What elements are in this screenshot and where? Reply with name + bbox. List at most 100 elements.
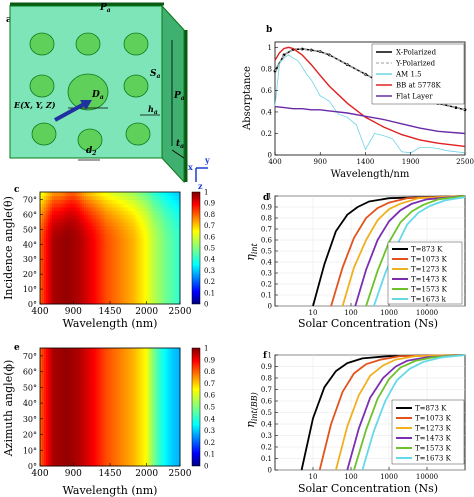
heatmap-cell <box>48 233 51 238</box>
heatmap-cell <box>142 458 145 463</box>
heatmap-cell <box>152 210 155 215</box>
heatmap-cell <box>132 383 135 388</box>
heatmap-cell <box>164 266 167 271</box>
heatmap-cell <box>106 248 109 253</box>
heatmap-cell <box>86 225 89 230</box>
heatmap-cell <box>140 244 143 249</box>
heatmap-cell <box>46 229 49 234</box>
heatmap-cell <box>56 450 59 455</box>
heatmap-cell <box>146 403 149 408</box>
heatmap-cell <box>100 244 103 249</box>
heatmap-cell <box>52 351 55 357</box>
heatmap-cell <box>170 259 173 264</box>
heatmap-cell <box>94 371 97 377</box>
heatmap-cell <box>88 410 91 416</box>
heatmap-cell <box>166 251 169 256</box>
heatmap-cell <box>78 240 81 245</box>
heatmap-cell <box>166 248 169 253</box>
heatmap-cell <box>90 233 93 238</box>
heatmap-cell <box>132 195 135 200</box>
heatmap-cell <box>100 371 103 377</box>
heatmap-cell <box>140 442 143 447</box>
heatmap-cell <box>80 355 83 361</box>
heatmap-cell <box>72 414 75 420</box>
heatmap-cell <box>168 375 171 380</box>
heatmap-cell <box>60 192 63 197</box>
heatmap-cell <box>140 274 143 279</box>
heatmap-cell <box>136 240 139 245</box>
heatmap-cell <box>54 292 57 298</box>
heatmap-cell <box>40 274 43 279</box>
heatmap-cell <box>118 281 121 286</box>
heatmap-cell <box>140 414 143 420</box>
heatmap-cell <box>148 359 151 365</box>
heatmap-cell <box>112 450 115 455</box>
heatmap-cell <box>88 379 91 384</box>
heatmap-cell <box>170 274 173 279</box>
heatmap-cell <box>112 225 115 230</box>
heatmap-cell <box>138 395 141 400</box>
heatmap-cell <box>106 359 109 365</box>
y-tick-label: 50° <box>23 383 37 392</box>
heatmap-cell <box>178 379 181 384</box>
heatmap-cell <box>42 379 45 384</box>
heatmap-cell <box>64 442 67 447</box>
heatmap-cell <box>74 270 77 275</box>
heatmap-cell <box>134 266 137 271</box>
heatmap-cell <box>106 403 109 408</box>
heatmap-cell <box>122 240 125 245</box>
heatmap-cell <box>176 418 179 424</box>
heatmap-cell <box>76 289 79 294</box>
heatmap-cell <box>158 195 161 200</box>
heatmap-cell <box>146 438 149 443</box>
heatmap-cell <box>42 418 45 424</box>
heatmap-cell <box>106 348 109 353</box>
heatmap-cell <box>148 422 151 428</box>
heatmap-cell <box>108 446 111 451</box>
heatmap-cell <box>42 391 45 396</box>
heatmap-cell <box>90 277 93 283</box>
heatmap-cell <box>170 395 173 400</box>
heatmap-cell <box>106 262 109 268</box>
heatmap-cell <box>128 407 131 412</box>
heatmap-cell <box>48 248 51 253</box>
heatmap-cell <box>176 199 179 204</box>
legend-box-f <box>391 399 465 465</box>
heatmap-cell <box>44 248 47 253</box>
heatmap-cell <box>126 454 129 459</box>
heatmap-cell <box>150 240 153 245</box>
heatmap-cell <box>132 192 135 197</box>
heatmap-cell <box>104 403 107 408</box>
heatmap-cell <box>96 277 99 283</box>
heatmap-cell <box>70 285 73 290</box>
heatmap-cell <box>146 240 149 245</box>
heatmap-cell <box>130 379 133 384</box>
heatmap-cell <box>178 355 181 361</box>
legend-label: T=873 K <box>411 246 443 254</box>
heatmap-cell <box>108 233 111 238</box>
heatmap-cell <box>162 367 165 373</box>
heatmap-cell <box>148 296 151 301</box>
heatmap-cell <box>108 371 111 377</box>
heatmap-cell <box>102 210 105 215</box>
x-tick-label: 2500 <box>169 469 192 479</box>
heatmap-cell <box>84 292 87 298</box>
heatmap-cell <box>50 244 53 249</box>
heatmap-cell <box>116 195 119 200</box>
heatmap-cell <box>140 289 143 294</box>
heatmap-cell <box>60 195 63 200</box>
heatmap-cell <box>62 266 65 271</box>
heatmap-cell <box>122 225 125 230</box>
heatmap-cell <box>158 259 161 264</box>
heatmap-cell <box>50 203 53 208</box>
heatmap-cell <box>96 214 99 219</box>
heatmap-cell <box>92 289 95 294</box>
heatmap-cell <box>178 375 181 380</box>
heatmap-cell <box>126 270 129 275</box>
heatmap-cell <box>144 395 147 400</box>
heatmap-cell <box>158 203 161 208</box>
heatmap-cell <box>80 233 83 238</box>
heatmap-cell <box>46 300 49 305</box>
heatmap-cell <box>130 399 133 404</box>
heatmap-cell <box>120 414 123 420</box>
